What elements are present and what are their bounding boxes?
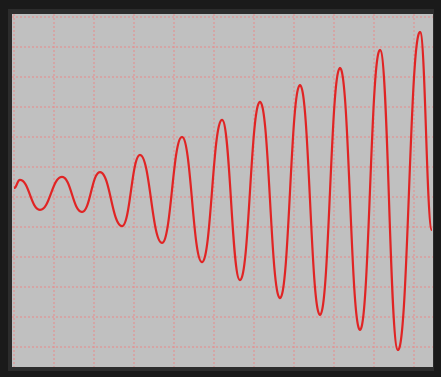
grid [12, 14, 433, 367]
line [13, 30, 434, 352]
plot-area [12, 14, 433, 367]
series [13, 30, 434, 352]
